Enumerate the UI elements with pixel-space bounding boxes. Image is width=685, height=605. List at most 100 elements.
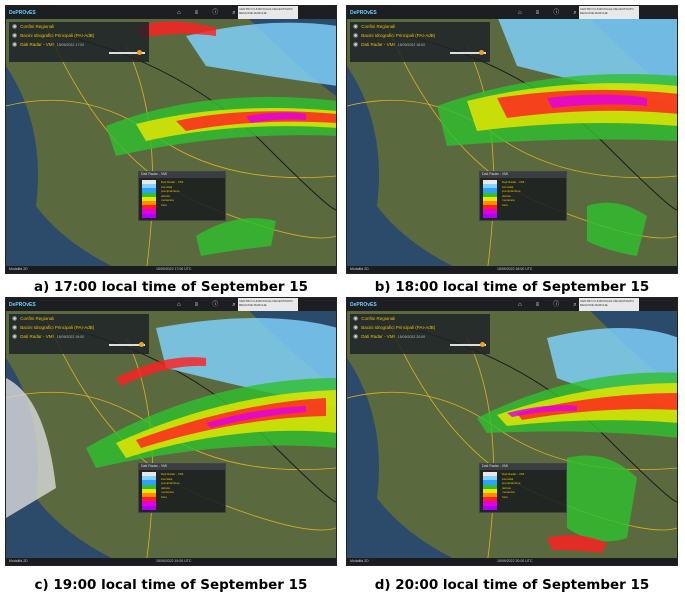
view-mode-label[interactable]: Modalità 2D: [350, 559, 369, 563]
status-bar: Modalità 2D 15/09/2022 17:00 UTC: [6, 266, 336, 273]
legend-label: debole: [161, 193, 171, 198]
visibility-icon[interactable]: ◉: [12, 334, 18, 340]
legend-swatch: [142, 484, 156, 489]
layers-icon[interactable]: ≡: [535, 9, 540, 16]
home-icon[interactable]: ⌂: [177, 9, 181, 16]
radar-echo: [547, 94, 647, 108]
visibility-icon[interactable]: ◉: [12, 33, 18, 39]
layer-item[interactable]: ◉ Dati Radar - VMI 15/09/2022 18:00: [350, 40, 490, 49]
timestamp-label: 15/09/2022 17:00 UTC: [156, 267, 192, 271]
layer-name: Bacini Idrografici Principali (PAI-AdB): [20, 325, 95, 330]
home-icon[interactable]: ⌂: [177, 301, 181, 308]
layer-panel: ◉ Confini Regionali ◉ Bacini Idrografici Pr…: [350, 314, 490, 354]
info-icon[interactable]: ⓘ: [212, 301, 219, 308]
slider-knob[interactable]: [480, 342, 486, 347]
sea-area-west: [6, 66, 126, 273]
sea-area-west: [347, 66, 467, 273]
radar-map[interactable]: [6, 6, 336, 273]
slider-knob[interactable]: [136, 50, 142, 55]
opacity-slider[interactable]: [109, 342, 145, 347]
visibility-icon[interactable]: ◉: [353, 24, 359, 30]
legend-label: intensità: [502, 184, 514, 189]
home-icon[interactable]: ⌂: [518, 301, 522, 308]
layer-panel: ◉ Confini Regionali ◉ Bacini Idrografici Pr…: [350, 22, 490, 62]
layer-item[interactable]: ◉ Confini Regionali: [350, 22, 490, 31]
radar-map[interactable]: [6, 298, 336, 565]
layer-item[interactable]: ◉ Dati Radar - VMI 15/09/2022 19:00: [9, 332, 149, 341]
layer-item[interactable]: ◉ Bacini Idrografici Principali (PAI-AdB): [350, 323, 490, 332]
legend-swatch: [483, 205, 497, 210]
agency-title: CENTRO FUNZIONALE DECENTRATO REGIONE MAR…: [579, 6, 639, 19]
legend-header: Dati Radar - VMI: [480, 464, 566, 470]
info-icon[interactable]: ⓘ: [553, 301, 560, 308]
layer-item[interactable]: ◉ Confini Regionali: [350, 314, 490, 323]
status-bar: Modalità 2D 15/09/2022 20:00 UTC: [347, 558, 677, 565]
layer-name: Dati Radar - VMI: [20, 334, 54, 339]
legend-label: intensità: [161, 476, 173, 481]
view-mode-label[interactable]: Modalità 2D: [350, 267, 369, 271]
legend-swatch: [142, 476, 156, 481]
search-icon[interactable]: ⌕: [573, 301, 577, 308]
caption-d: d) 20:00 local time of September 15: [374, 577, 650, 593]
legend-swatch: [483, 188, 497, 193]
visibility-icon[interactable]: ◉: [12, 325, 18, 331]
radar-map[interactable]: [347, 298, 677, 565]
radar-echo: [567, 455, 637, 542]
legend-label: moderata: [502, 198, 515, 202]
layer-name: Bacini Idrografici Principali (PAI-AdB): [20, 33, 95, 38]
search-icon[interactable]: ⌕: [232, 301, 236, 308]
layers-icon[interactable]: ≡: [535, 301, 540, 308]
legend-swatch: [142, 205, 156, 210]
app-toolbar: DePROvES⌂≡ⓘ⌕✎↔⚙CENTRO FUNZIONALE DECENTR…: [347, 298, 677, 311]
legend-swatch: [483, 476, 497, 481]
radar-echo: [186, 22, 336, 86]
slider-knob[interactable]: [138, 342, 144, 347]
legend-swatch: [142, 184, 156, 189]
layer-item[interactable]: ◉ Bacini Idrografici Principali (PAI-AdB): [9, 31, 149, 40]
layer-name: Dati Radar - VMI: [20, 42, 54, 47]
home-icon[interactable]: ⌂: [518, 9, 522, 16]
visibility-icon[interactable]: ◉: [353, 316, 359, 322]
info-icon[interactable]: ⓘ: [212, 9, 219, 16]
legend-swatch: [483, 213, 497, 218]
visibility-icon[interactable]: ◉: [353, 325, 359, 331]
legend-swatch: [483, 501, 497, 506]
panel-a: DePROvES⌂≡ⓘ⌕✎↔⚙CENTRO FUNZIONALE DECENTR…: [5, 5, 337, 274]
radar-legend: Dati Radar - VMI Dati Radar - VMI intensit…: [479, 463, 567, 513]
visibility-icon[interactable]: ◉: [353, 33, 359, 39]
visibility-icon[interactable]: ◉: [353, 334, 359, 340]
radar-echo: [517, 393, 677, 420]
legend-swatch: [142, 196, 156, 201]
radar-echo: [136, 21, 216, 38]
info-icon[interactable]: ⓘ: [553, 9, 560, 16]
layer-item[interactable]: ◉ Confini Regionali: [9, 314, 149, 323]
layer-name: Dati Radar - VMI: [361, 334, 395, 339]
view-mode-label[interactable]: Modalità 2D: [9, 559, 28, 563]
search-icon[interactable]: ⌕: [573, 9, 577, 16]
visibility-icon[interactable]: ◉: [12, 316, 18, 322]
layers-icon[interactable]: ≡: [194, 301, 199, 308]
slider-knob[interactable]: [478, 50, 484, 55]
layer-item[interactable]: ◉ Dati Radar - VMI 15/09/2022 17:00: [9, 40, 149, 49]
legend-swatches: [483, 180, 497, 218]
agency-title: CENTRO FUNZIONALE DECENTRATO REGIONE MAR…: [238, 6, 298, 19]
legend-label: forte: [161, 494, 168, 499]
search-icon[interactable]: ⌕: [232, 9, 236, 16]
legend-labels: Dati Radar - VMI intensità precipitazione d…: [161, 180, 183, 207]
layer-item[interactable]: ◉ Dati Radar - VMI 15/09/2022 20:00: [350, 332, 490, 341]
layer-item[interactable]: ◉ Bacini Idrografici Principali (PAI-AdB): [350, 31, 490, 40]
opacity-slider[interactable]: [450, 50, 486, 55]
legend-swatch: [142, 209, 156, 214]
layers-icon[interactable]: ≡: [194, 9, 199, 16]
visibility-icon[interactable]: ◉: [353, 42, 359, 48]
view-mode-label[interactable]: Modalità 2D: [9, 267, 28, 271]
legend-swatch: [483, 505, 497, 510]
visibility-icon[interactable]: ◉: [12, 42, 18, 48]
layer-item[interactable]: ◉ Bacini Idrografici Principali (PAI-AdB): [9, 323, 149, 332]
visibility-icon[interactable]: ◉: [12, 24, 18, 30]
opacity-slider[interactable]: [450, 342, 486, 347]
opacity-slider[interactable]: [109, 50, 145, 55]
legend-label: precipitazione: [161, 189, 180, 193]
layer-item[interactable]: ◉ Confini Regionali: [9, 22, 149, 31]
app-logo: DePROvES: [9, 301, 36, 308]
